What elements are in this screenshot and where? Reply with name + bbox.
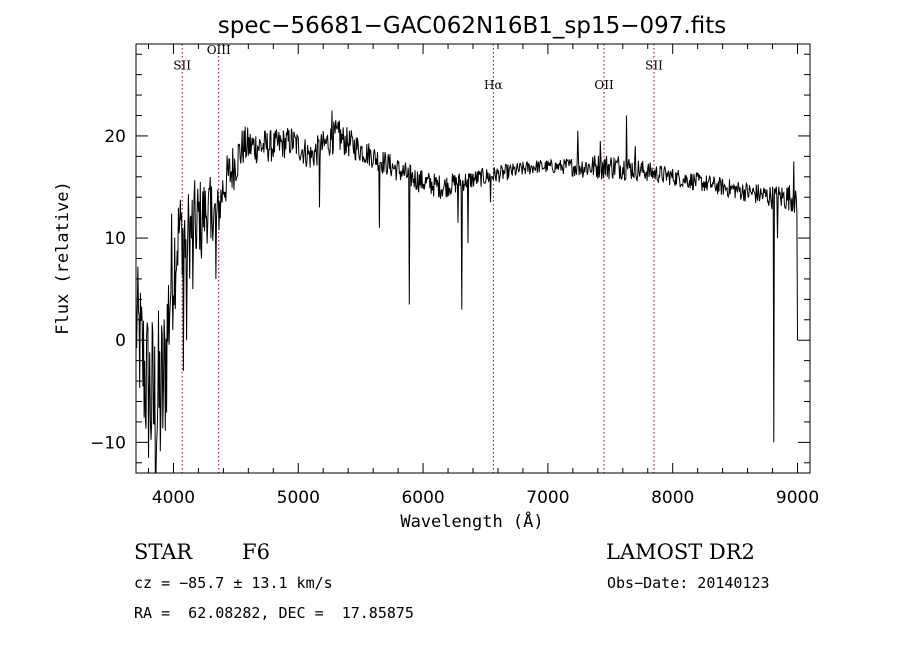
- y-axis-label: Flux (relative): [53, 181, 73, 335]
- redshift-readout: cz = −85.7 ± 13.1 km/s: [134, 574, 333, 592]
- y-tick-label-0: −10: [90, 433, 126, 453]
- plot-frame: [135, 43, 811, 474]
- x-tick-label-2: 6000: [401, 488, 444, 508]
- emission-line-label-0: SII: [173, 59, 191, 73]
- object-type: STAR: [134, 540, 193, 564]
- y-axis: −10 0 10 20: [90, 53, 810, 464]
- emission-line-label-2: Hα: [484, 78, 503, 92]
- chart-title: spec−56681−GAC062N16B1_sp15−097.fits: [218, 13, 726, 39]
- coordinates: RA = 62.08282, DEC = 17.85875: [134, 604, 414, 622]
- x-axis: 4000 5000 6000 7000 8000 9000: [147, 44, 819, 508]
- y-tick-label-1: 0: [115, 331, 126, 351]
- emission-line-label-4: SII: [645, 59, 663, 73]
- object-subclass: F6: [242, 540, 270, 564]
- x-tick-label-3: 7000: [526, 488, 569, 508]
- y-tick-label-3: 20: [104, 127, 126, 147]
- x-tick-label-4: 8000: [651, 488, 694, 508]
- x-axis-label: Wavelength (Å): [400, 510, 543, 532]
- survey-name: LAMOST DR2: [606, 540, 755, 564]
- emission-line-label-1: OIII: [207, 43, 231, 57]
- x-tick-label-0: 4000: [152, 488, 195, 508]
- x-tick-label-1: 5000: [277, 488, 320, 508]
- spectrum-line: [135, 110, 798, 474]
- spectrum-layer: [135, 110, 798, 474]
- x-tick-label-5: 9000: [776, 488, 819, 508]
- obs-date: Obs−Date: 20140123: [607, 574, 770, 592]
- emission-lines-layer: SII OIII Hα OII SII: [173, 43, 663, 473]
- y-tick-label-2: 10: [104, 229, 126, 249]
- emission-line-label-3: OII: [594, 78, 614, 92]
